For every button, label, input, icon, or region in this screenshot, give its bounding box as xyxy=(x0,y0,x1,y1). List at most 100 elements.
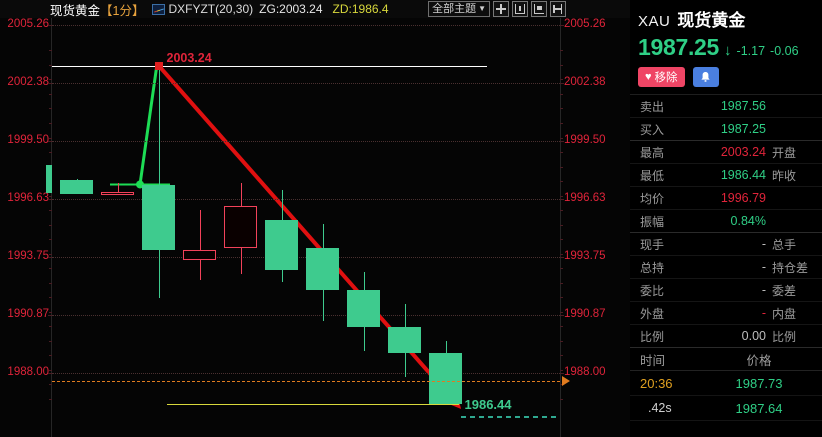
quote-label: 买入 xyxy=(640,122,665,137)
quote-table: 卖出 1987.56 买入 1987.25 最高 2003.24 开盘 最低 1986.44 昨收… xyxy=(630,94,822,348)
alert-bell-button[interactable] xyxy=(692,67,719,87)
move-tool-icon[interactable] xyxy=(493,1,509,17)
quote-label: 最低 xyxy=(640,168,665,183)
price-axis-right-label: 1996.63 xyxy=(564,192,606,204)
symbol-name: 现货黄金 xyxy=(677,11,746,30)
quote-row: 现手 - 总手 xyxy=(630,233,822,256)
quote-label: 最高 xyxy=(640,145,665,160)
chart-header: 现货黄金 【1分】 DXFYZT(20,30) ZG:2003.24 ZD:19… xyxy=(0,0,630,18)
axis-minor-tick xyxy=(49,79,52,81)
last-price-arrow-icon xyxy=(562,376,570,387)
axis-minor-tick xyxy=(49,282,52,284)
chart-pane: 现货黄金 【1分】 DXFYZT(20,30) ZG:2003.24 ZD:19… xyxy=(0,0,630,437)
axis-tick xyxy=(560,141,564,143)
quote-row: 最高 2003.24 开盘 xyxy=(630,141,822,164)
axis-minor-tick xyxy=(560,398,563,400)
axis-minor-tick xyxy=(49,326,52,328)
action-buttons: ♥ 移除 xyxy=(638,67,814,87)
quote-row: 委比 - 委差 xyxy=(630,279,822,302)
indicator-icon xyxy=(152,3,166,15)
quote-side-panel: XAU 现货黄金 1987.25 ↓ -1.17 -0.06 ♥ 移除 xyxy=(630,0,822,437)
candle-body xyxy=(101,191,134,195)
candle-body xyxy=(142,185,175,250)
gridline xyxy=(52,199,560,200)
bottom-dashed-segment xyxy=(460,416,556,419)
axis-right-line xyxy=(560,18,561,437)
tick-price: 1987.64 xyxy=(735,400,783,416)
quote-value: - xyxy=(761,237,766,251)
quote-secondary-label: 内盘 xyxy=(772,306,797,321)
tick-table: 20:36 1987.73 .42s 1987.64 xyxy=(630,371,822,421)
quote-label: 卖出 xyxy=(640,99,665,114)
price-axis-left-label: 1993.75 xyxy=(7,250,49,263)
gridline xyxy=(52,373,560,374)
price-axis-left-label: 1990.87 xyxy=(7,308,49,321)
axis-minor-tick xyxy=(560,64,563,66)
indicator-name[interactable]: DXFYZT(20,30) xyxy=(168,2,254,16)
quote-secondary-label: 开盘 xyxy=(772,145,797,160)
chart-period[interactable]: 【1分】 xyxy=(100,3,145,18)
tick-table-header: 时间 价格 xyxy=(630,348,822,371)
candle-body xyxy=(224,205,257,248)
axis-minor-tick xyxy=(49,239,52,241)
gridline xyxy=(52,83,560,85)
axis-minor-tick xyxy=(49,268,52,270)
axis-minor-tick xyxy=(49,398,52,400)
peak-marker xyxy=(154,61,163,70)
axis-minor-tick xyxy=(560,326,563,328)
tick-row: 20:36 1987.73 xyxy=(630,371,822,396)
remove-button[interactable]: ♥ 移除 xyxy=(638,67,685,87)
quote-row: 均价 1996.79 xyxy=(630,187,822,210)
price-axis-left-label: 1999.50 xyxy=(7,134,49,147)
axis-minor-tick xyxy=(49,108,52,110)
axis-minor-tick xyxy=(560,210,563,212)
axis-minor-tick xyxy=(49,195,52,197)
green-uptrend-line xyxy=(138,67,158,185)
tick-row: .42s 1987.64 xyxy=(630,396,822,421)
price-down-arrow-icon: ↓ xyxy=(724,42,732,59)
axis-tick xyxy=(560,257,564,259)
low-price-label: 1986.44 xyxy=(464,397,512,413)
axis-minor-tick xyxy=(49,384,52,386)
theme-select[interactable]: 全部主题 ▼ xyxy=(428,1,490,17)
quote-row: 卖出 1987.56 xyxy=(630,95,822,118)
price-axis-right[interactable]: 2005.26 2002.38 1999.50 1996.63 1993.75 1990.… xyxy=(560,18,630,437)
quote-secondary-label: 比例 xyxy=(772,329,797,344)
quote-value: 0.00 xyxy=(741,329,766,343)
price-axis-left-label: 1988.00 xyxy=(7,366,49,378)
axis-minor-tick xyxy=(560,195,563,197)
scale-right-tool-icon[interactable] xyxy=(550,1,566,17)
chart-toolbar: 全部主题 ▼ xyxy=(428,1,566,17)
axis-tick xyxy=(560,315,564,317)
price-axis-left[interactable]: 2005.26 2002.38 1999.50 1996.63 1993.75 1990.… xyxy=(0,18,52,437)
quote-secondary-label: 持仓差 xyxy=(772,260,809,275)
candle-body xyxy=(183,250,216,261)
axis-minor-tick xyxy=(560,224,563,226)
candle-body xyxy=(60,180,93,194)
price-axis-right-label: 1990.87 xyxy=(564,308,606,321)
axis-tick xyxy=(48,315,52,317)
price-change: -1.17 xyxy=(736,44,766,58)
quote-row: 外盘 - 内盘 xyxy=(630,302,822,325)
indicator-zg-value: ZG:2003.24 xyxy=(259,2,323,16)
axis-minor-tick xyxy=(49,340,52,342)
axis-left-line xyxy=(51,18,52,437)
axis-minor-tick xyxy=(49,122,52,124)
quote-row: 振幅 0.84% xyxy=(630,210,822,233)
quote-value: - xyxy=(761,306,766,320)
scale-left-tool-icon[interactable] xyxy=(531,1,547,17)
axis-minor-tick xyxy=(560,369,563,371)
candlestick-plot[interactable]: 2003.24 1986.44 xyxy=(52,18,570,437)
quote-header: XAU 现货黄金 1987.25 ↓ -1.17 -0.06 ♥ 移除 xyxy=(630,0,822,87)
remove-button-label: 移除 xyxy=(654,72,678,84)
peak-horizontal-line xyxy=(52,65,487,67)
candle-body xyxy=(347,290,380,327)
quote-value: 1996.79 xyxy=(720,191,766,205)
tick-time: .42s xyxy=(648,401,672,415)
candle-wick xyxy=(199,209,201,281)
quote-value: 2003.24 xyxy=(720,145,766,159)
scale-both-tool-icon[interactable] xyxy=(512,1,528,17)
candle-body xyxy=(429,352,462,405)
axis-minor-tick xyxy=(560,384,563,386)
axis-minor-tick xyxy=(49,369,52,371)
